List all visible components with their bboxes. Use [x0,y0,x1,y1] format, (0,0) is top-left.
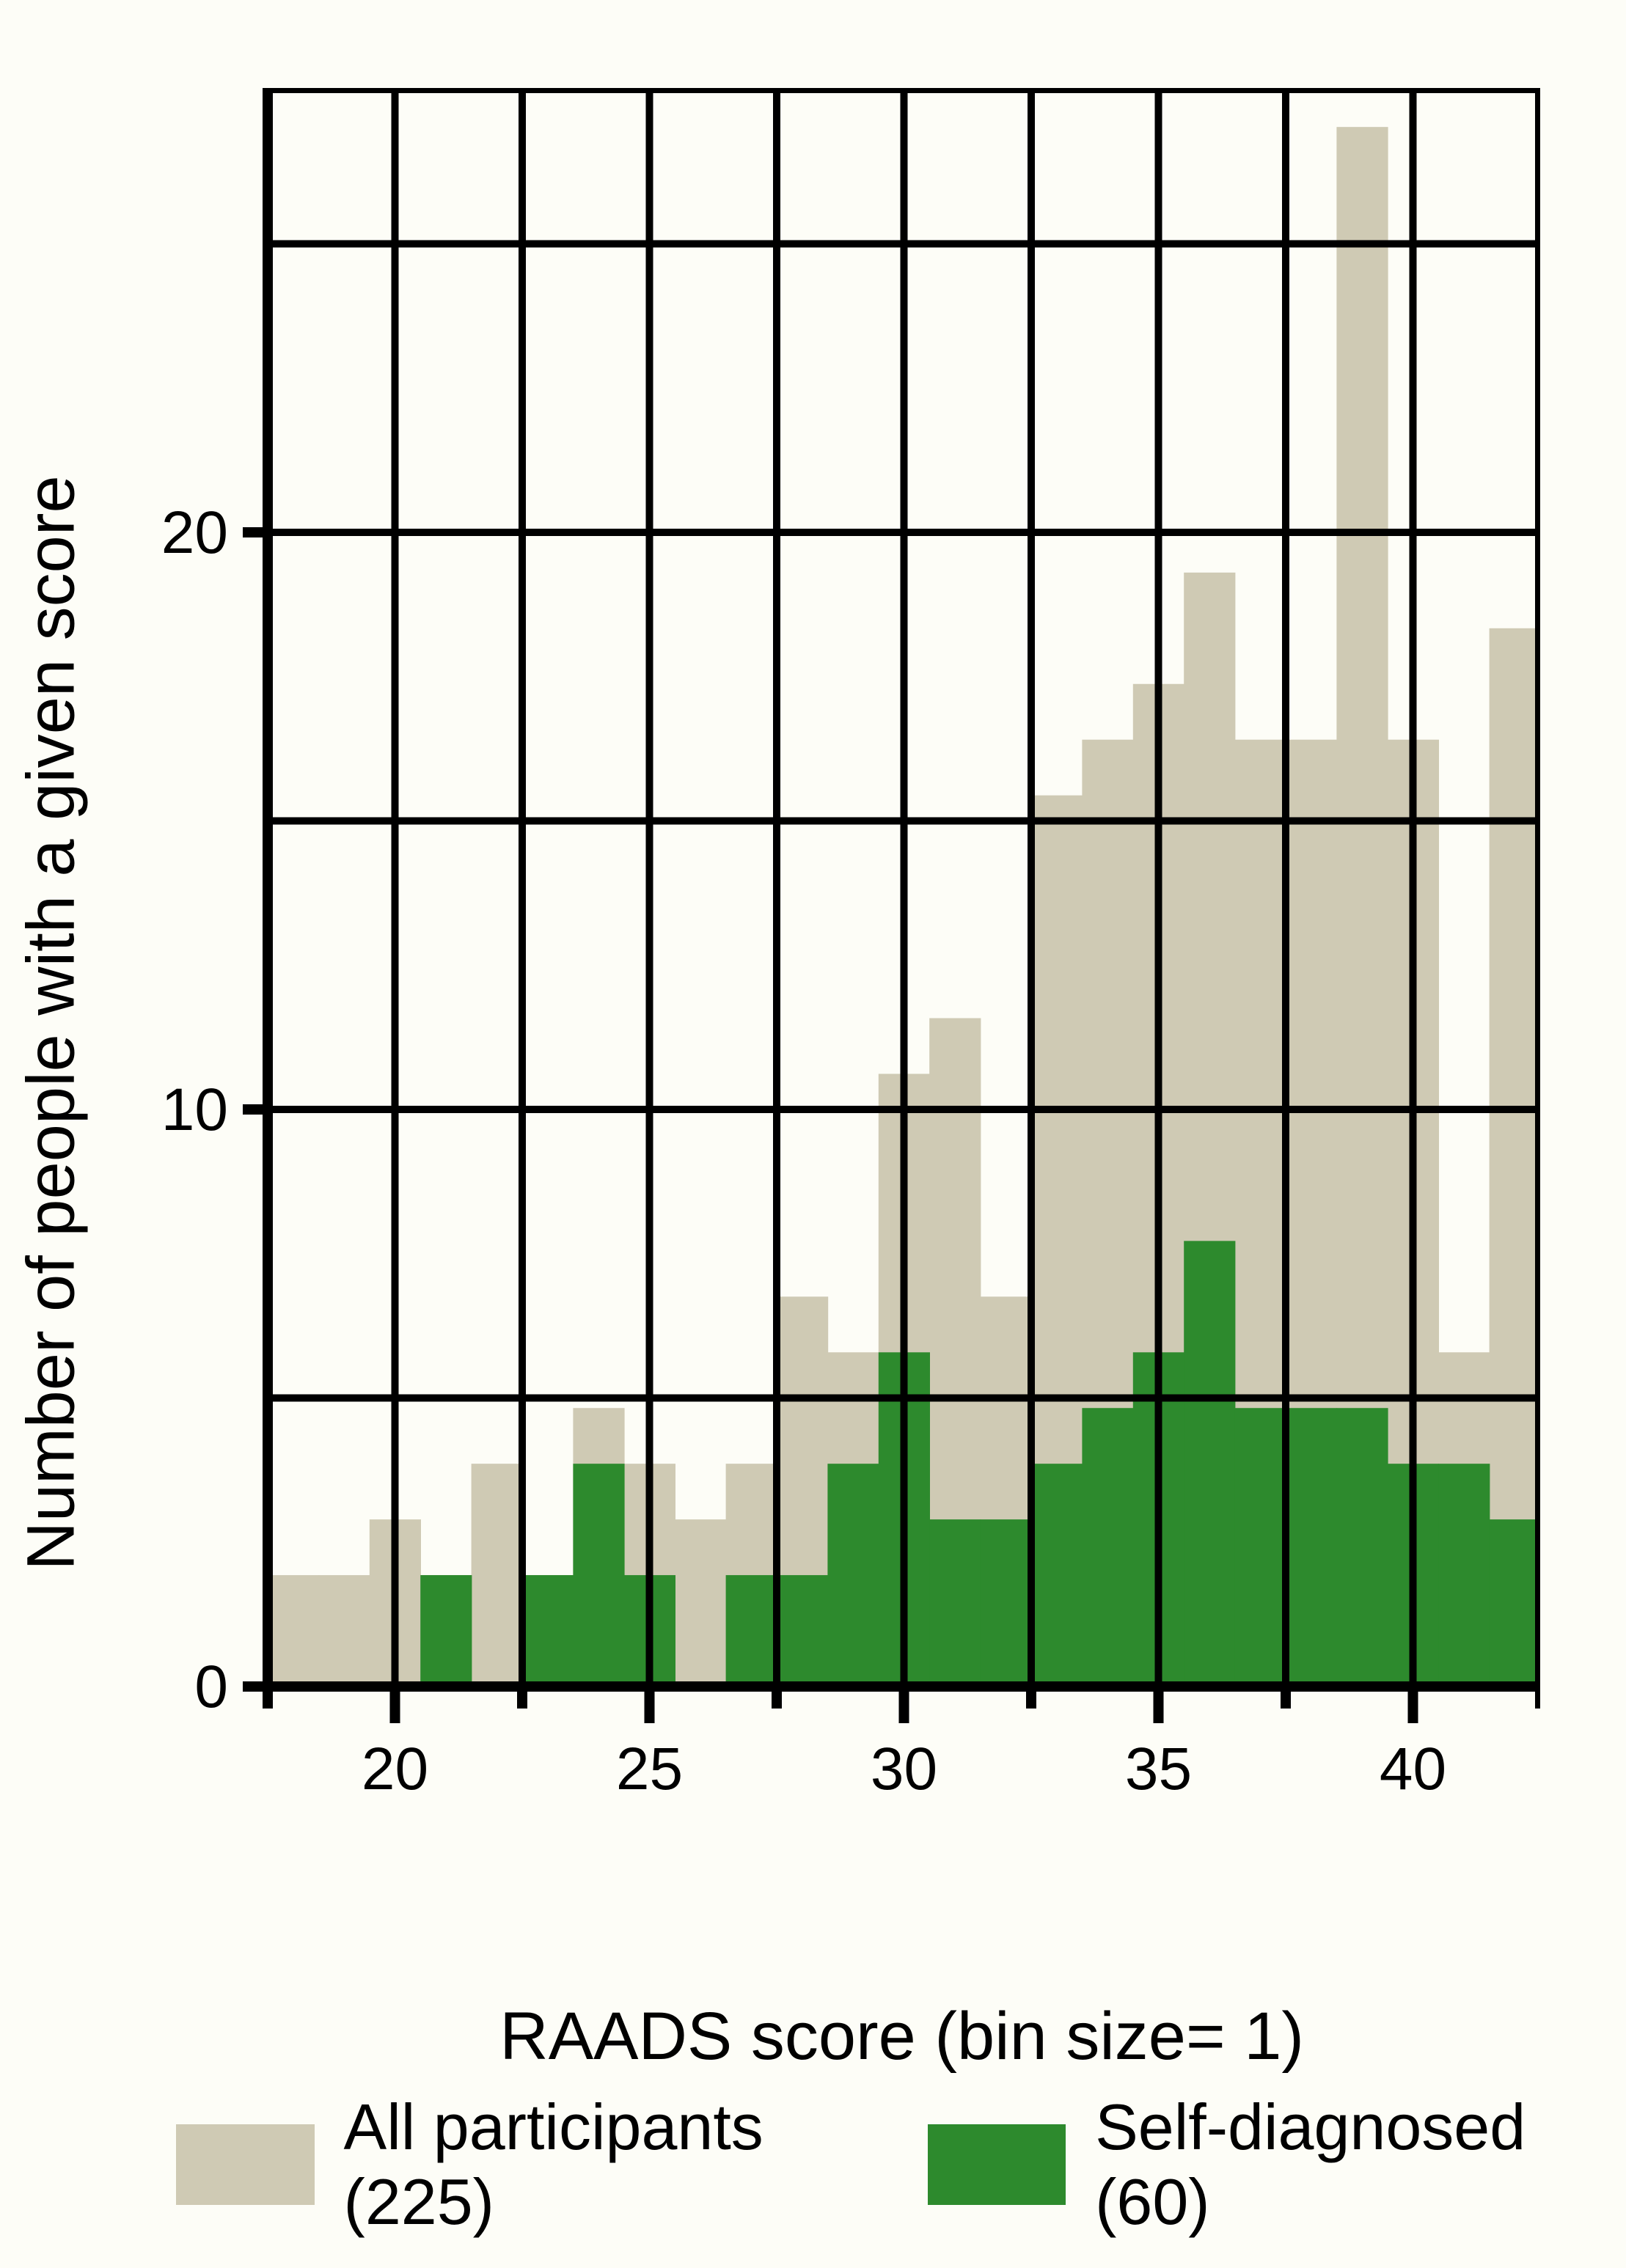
legend-label-self: Self-diagnosed (60) [1095,2090,1626,2239]
svg-text:30: 30 [871,1736,937,1802]
svg-text:0: 0 [194,1654,228,1720]
svg-text:35: 35 [1125,1736,1192,1802]
svg-text:20: 20 [362,1736,428,1802]
svg-text:40: 40 [1380,1736,1446,1802]
histogram-svg: 0 10 20 20 25 30 35 40 [103,88,1540,1877]
chart-area: Number of people with a given score 0102… [103,88,1540,1958]
legend-swatch-all [176,2124,315,2205]
legend-swatch-self [928,2124,1066,2205]
legend: All participants (225) Self-diagnosed (6… [176,2090,1626,2239]
x-axis-label: RAADS score (bin size= 1) [499,1998,1304,2075]
svg-text:20: 20 [161,499,228,566]
page: Number of people with a given score 0 10 2… [0,0,1626,2268]
y-axis-label: Number of people with a given score [13,475,90,1570]
svg-text:10: 10 [161,1076,228,1143]
legend-label-all: All participants (225) [344,2090,898,2239]
svg-text:25: 25 [616,1736,683,1802]
